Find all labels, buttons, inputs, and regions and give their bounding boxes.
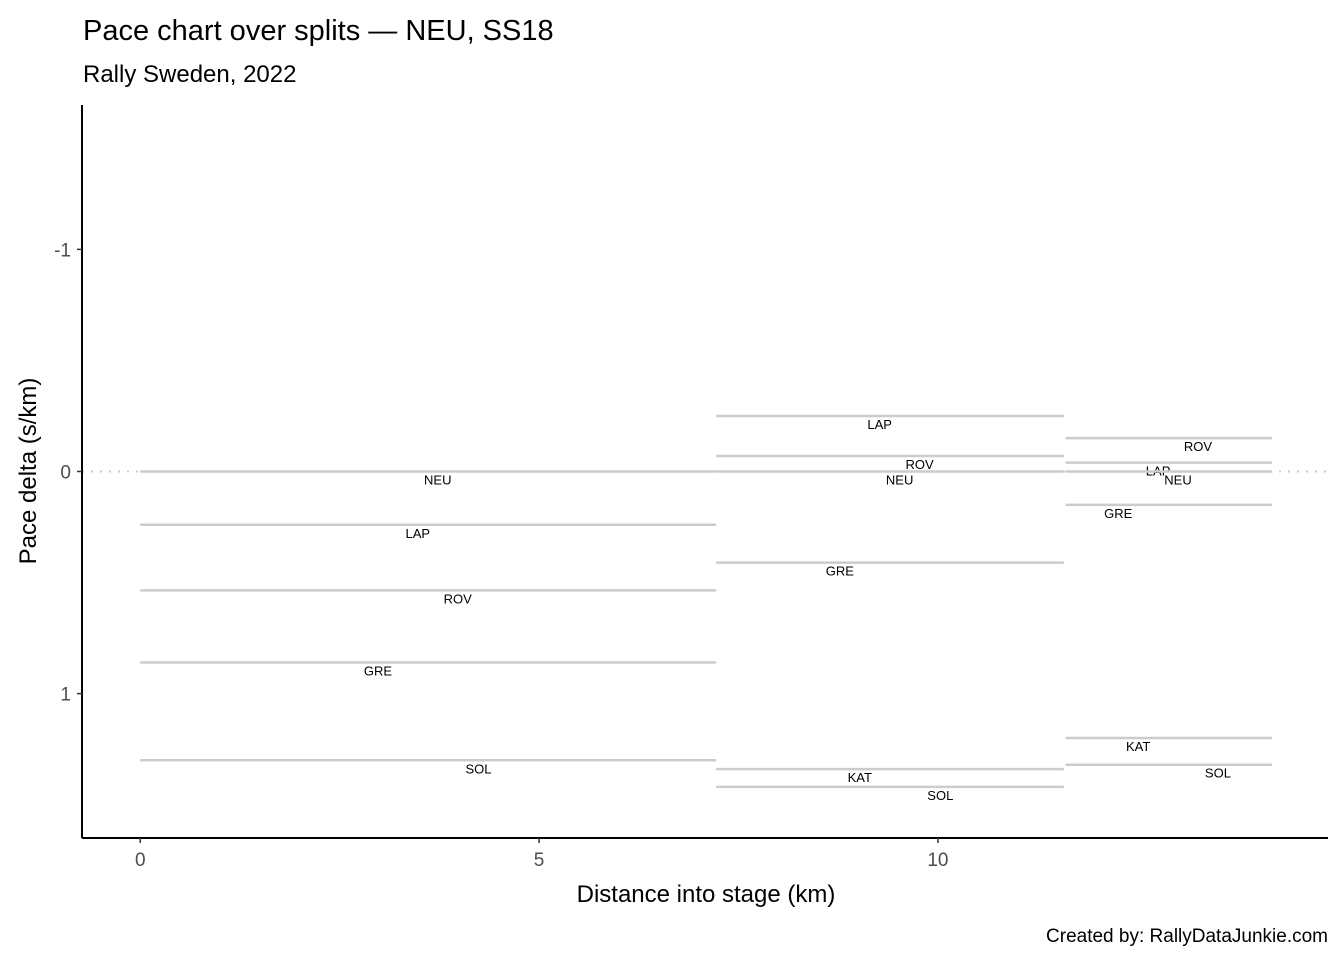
x-tick-label: 0 (135, 850, 146, 871)
pace-label-kat-split-3: KAT (1126, 739, 1150, 754)
x-axis-label: Distance into stage (km) (577, 881, 836, 908)
pace-label-gre-split-1: GRE (364, 664, 393, 679)
x-tick-label: 10 (927, 850, 948, 871)
pace-label-sol-split-2: SOL (927, 788, 953, 803)
pace-label-sol-split-3: SOL (1205, 766, 1231, 781)
caption: Created by: RallyDataJunkie.com (1046, 926, 1328, 947)
pace-label-sol-split-1: SOL (465, 761, 491, 776)
pace-label-kat-split-2: KAT (848, 770, 872, 785)
chart-subtitle: Rally Sweden, 2022 (83, 61, 296, 88)
pace-label-neu-split-1: NEU (424, 473, 451, 488)
x-tick-label: 5 (534, 850, 545, 871)
pace-label-neu-split-2: NEU (886, 473, 913, 488)
y-axis-label: Pace delta (s/km) (15, 378, 42, 565)
pace-label-lap-split-1: LAP (406, 526, 431, 541)
pace-label-lap-split-2: LAP (867, 417, 892, 432)
y-tick-label: 1 (60, 685, 71, 706)
pace-label-rov-split-2: ROV (905, 457, 934, 472)
y-tick-label: -1 (54, 240, 71, 261)
pace-label-rov-split-1: ROV (444, 591, 473, 606)
pace-label-neu-split-3: NEU (1164, 473, 1191, 488)
chart-title: Pace chart over splits — NEU, SS18 (83, 15, 554, 47)
pace-label-rov-split-3: ROV (1184, 439, 1213, 454)
pace-label-gre-split-2: GRE (826, 564, 855, 579)
pace-label-gre-split-3: GRE (1104, 506, 1133, 521)
y-tick-label: 0 (60, 463, 71, 484)
plot-area: NEULAPROVGRESOLLAPROVNEUGREKATSOLROVLAPN… (54, 105, 1328, 871)
